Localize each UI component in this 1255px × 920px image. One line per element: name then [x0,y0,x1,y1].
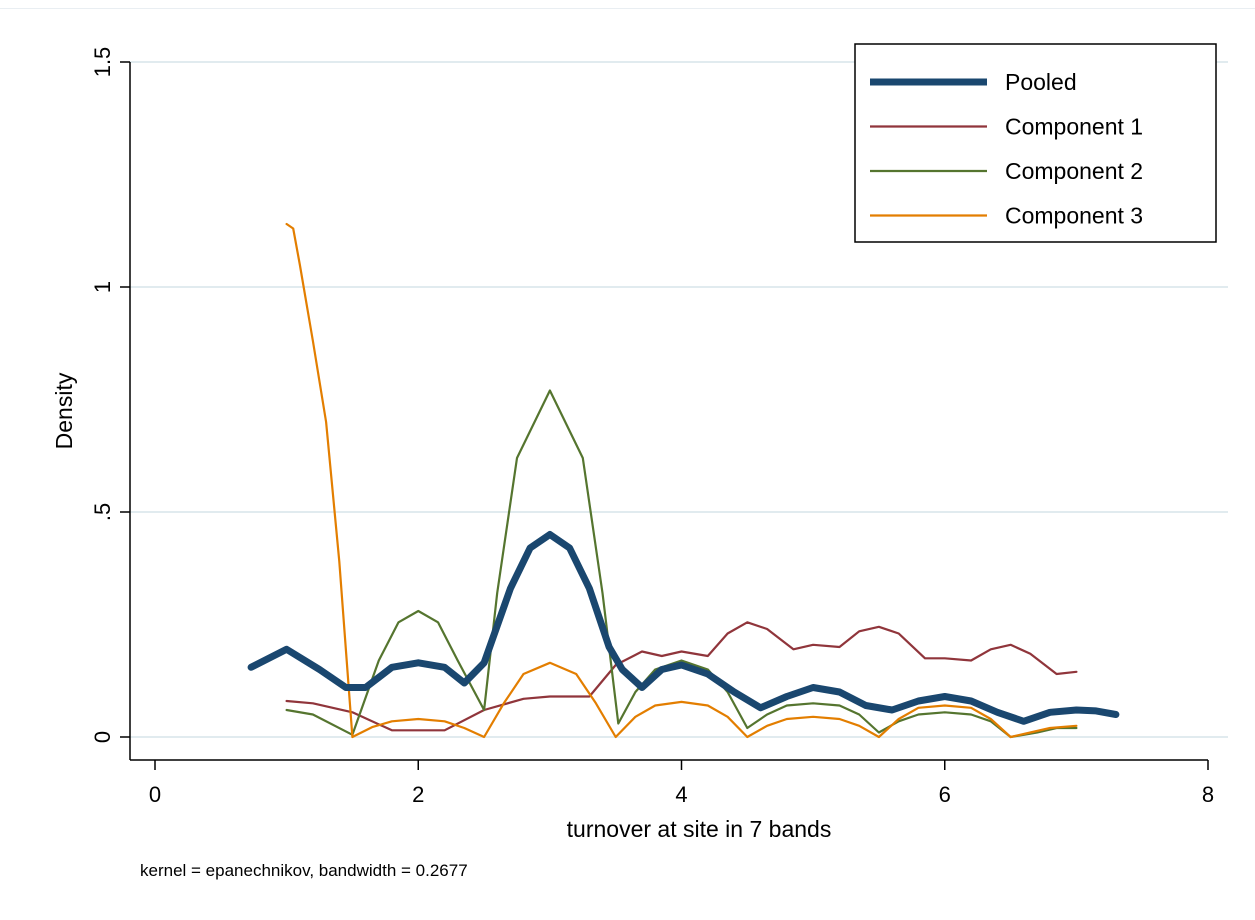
series-lines [247,222,1120,739]
axes [129,62,1208,761]
legend-label-2: Component 2 [1005,158,1143,184]
series-line-2 [285,389,1078,739]
ticks: 0 .5 1 1.5 0 2 4 6 8 [90,47,1214,807]
legend: Pooled Component 1 Component 2 Component 3 [854,43,1217,243]
series-line-0 [247,531,1120,725]
y-axis-title: Density [51,372,77,449]
x-tick-label-0: 0 [149,782,161,807]
y-tick-label-0: 0 [90,731,115,743]
x-tick-label-4: 8 [1202,782,1214,807]
series-line-3 [285,222,1078,739]
legend-label-3: Component 3 [1005,203,1143,229]
y-tick-label-1: .5 [90,503,115,521]
legend-label-0: Pooled [1005,69,1077,95]
y-tick-label-2: 1 [90,281,115,293]
x-tick-label-1: 2 [412,782,424,807]
legend-label-1: Component 1 [1005,114,1143,140]
y-tick-label-3: 1.5 [90,47,115,78]
kernel-note: kernel = epanechnikov, bandwidth = 0.267… [140,861,468,880]
top-divider [0,8,1255,9]
legend-box [854,43,1217,243]
x-tick-label-2: 4 [675,782,687,807]
series-line-1 [285,621,1078,732]
x-tick-label-3: 6 [939,782,951,807]
x-axis-title: turnover at site in 7 bands [567,816,832,842]
